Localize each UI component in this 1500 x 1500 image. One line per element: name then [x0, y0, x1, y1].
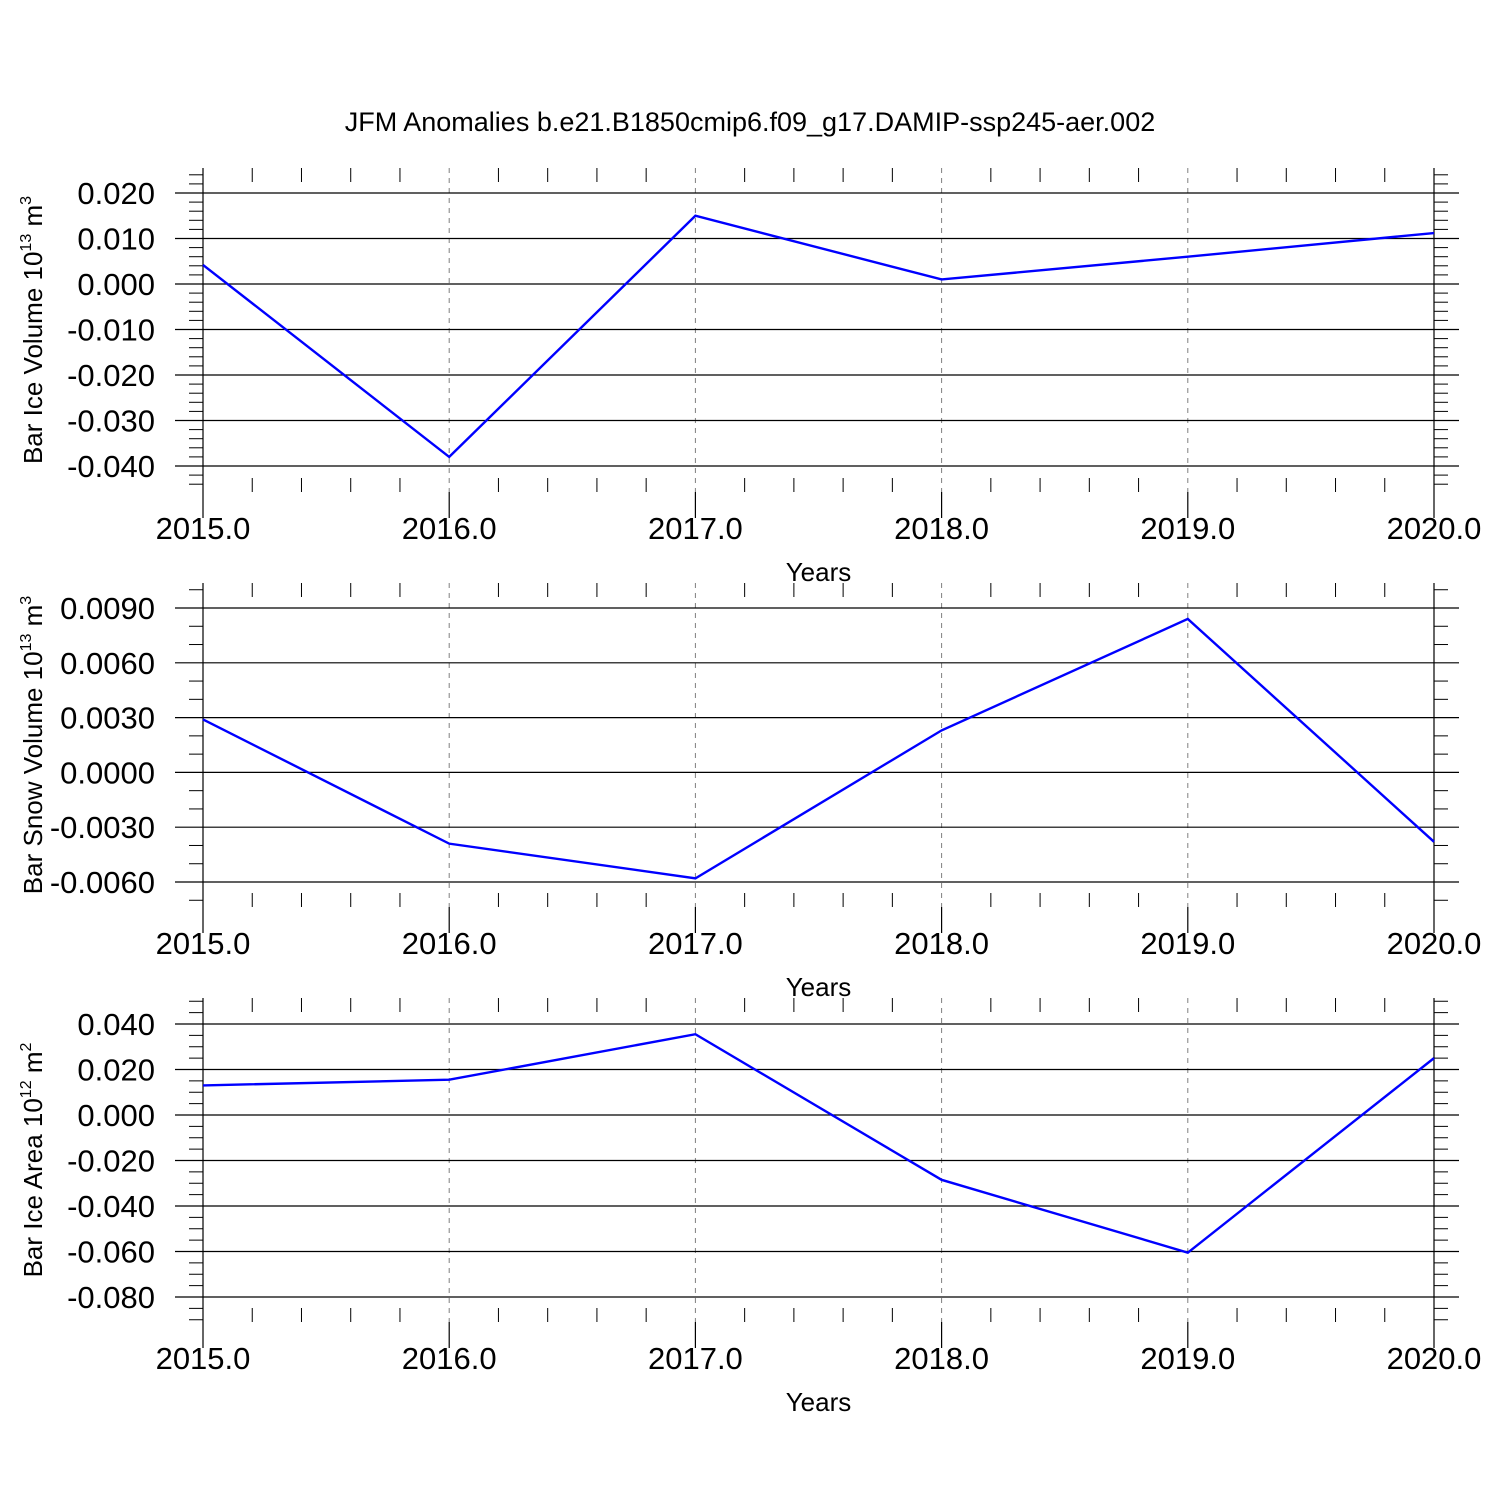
y-tick-label: 0.0060 [60, 646, 155, 681]
y-tick-label: -0.0060 [50, 865, 155, 900]
series-line [202, 214, 1435, 459]
y-axis-title: Bar Ice Area 1012 m2 [18, 1042, 48, 1277]
chart-panel-1: 0.0200.0100.000-0.010-0.020-0.030-0.0402… [18, 168, 1481, 587]
x-tick-label: 2015.0 [156, 1341, 251, 1376]
x-axis-title: Years [786, 972, 852, 1002]
x-tick-label: 2016.0 [402, 511, 497, 546]
y-tick-label: 0.0000 [60, 755, 155, 790]
y-tick-label: 0.040 [77, 1007, 155, 1042]
y-tick-label: -0.030 [67, 404, 155, 439]
x-tick-label: 2019.0 [1140, 926, 1235, 961]
y-tick-label: 0.0090 [60, 591, 155, 626]
x-tick-label: 2017.0 [648, 926, 743, 961]
x-tick-label: 2019.0 [1140, 1341, 1235, 1376]
x-tick-label: 2020.0 [1387, 926, 1482, 961]
figure-title: JFM Anomalies b.e21.B1850cmip6.f09_g17.D… [345, 107, 1155, 137]
y-tick-label: -0.080 [67, 1280, 155, 1315]
x-tick-label: 2016.0 [402, 1341, 497, 1376]
y-tick-label: 0.0030 [60, 701, 155, 736]
y-tick-label: 0.010 [77, 222, 155, 257]
x-tick-label: 2017.0 [648, 1341, 743, 1376]
x-tick-label: 2017.0 [648, 511, 743, 546]
series-line [202, 617, 1435, 880]
y-tick-label: -0.040 [67, 449, 155, 484]
x-tick-label: 2018.0 [894, 1341, 989, 1376]
y-tick-label: -0.020 [67, 358, 155, 393]
y-tick-label: -0.060 [67, 1235, 155, 1270]
panels: 0.0200.0100.000-0.010-0.020-0.030-0.0402… [18, 168, 1481, 1417]
y-tick-label: -0.020 [67, 1144, 155, 1179]
x-tick-label: 2020.0 [1387, 1341, 1482, 1376]
x-tick-label: 2016.0 [402, 926, 497, 961]
x-axis-title: Years [786, 557, 852, 587]
y-tick-label: 0.000 [77, 267, 155, 302]
y-tick-label: 0.020 [77, 176, 155, 211]
y-tick-label: -0.0030 [50, 810, 155, 845]
y-axis-title: Bar Ice Volume 1013 m3 [18, 196, 48, 464]
y-tick-label: 0.000 [77, 1098, 155, 1133]
series-line [202, 1032, 1435, 1254]
x-tick-label: 2018.0 [894, 926, 989, 961]
x-tick-label: 2015.0 [156, 926, 251, 961]
x-tick-label: 2015.0 [156, 511, 251, 546]
chart-panel-2: 0.00900.00600.00300.0000-0.0030-0.006020… [18, 583, 1481, 1002]
x-tick-label: 2018.0 [894, 511, 989, 546]
y-axis-title: Bar Snow Volume 1013 m3 [18, 596, 48, 895]
y-tick-label: -0.010 [67, 313, 155, 348]
x-tick-label: 2019.0 [1140, 511, 1235, 546]
y-tick-label: 0.020 [77, 1053, 155, 1088]
x-tick-label: 2020.0 [1387, 511, 1482, 546]
x-axis-title: Years [786, 1387, 852, 1417]
y-tick-label: -0.040 [67, 1189, 155, 1224]
chart-panel-3: 0.0400.0200.000-0.020-0.040-0.060-0.0802… [18, 998, 1481, 1417]
